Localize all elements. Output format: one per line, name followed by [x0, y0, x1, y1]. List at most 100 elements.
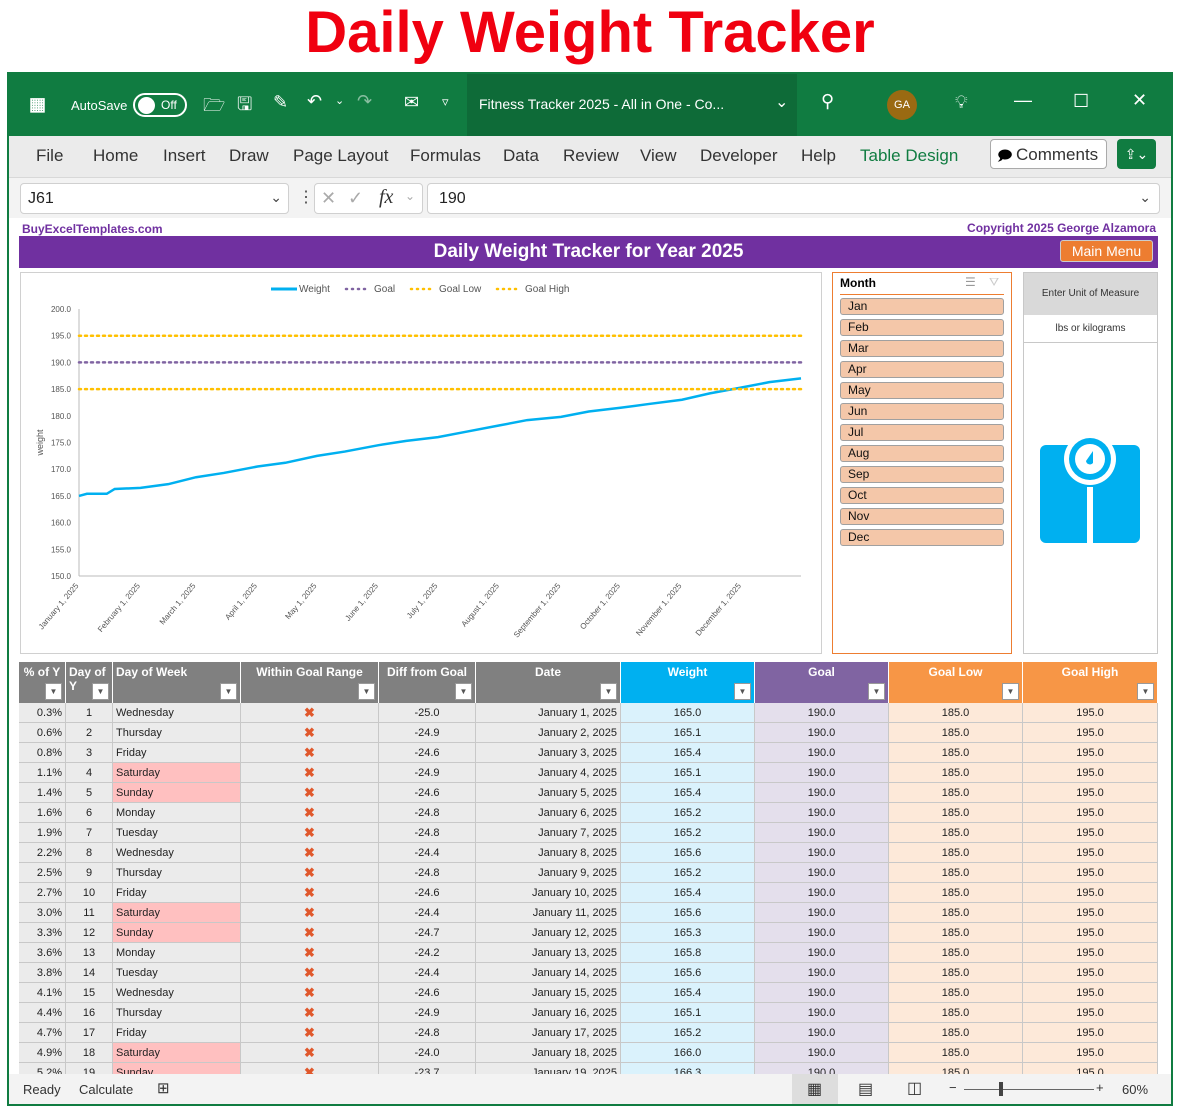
table-cell[interactable]: 2.7% [19, 883, 66, 903]
table-cell[interactable]: 7 [66, 823, 113, 843]
table-cell[interactable]: 4.4% [19, 1003, 66, 1023]
table-cell[interactable]: -24.0 [379, 1043, 476, 1063]
slicer-item-sep[interactable]: Sep [840, 466, 1004, 483]
table-cell[interactable]: 185.0 [889, 983, 1023, 1003]
table-cell[interactable]: 165.6 [621, 903, 755, 923]
tab-formulas[interactable]: Formulas [410, 146, 481, 165]
table-cell[interactable]: 195.0 [1023, 1063, 1158, 1074]
table-cell[interactable]: 185.0 [889, 763, 1023, 783]
table-cell[interactable]: Wednesday [113, 843, 241, 863]
table-cell[interactable]: 190.0 [755, 863, 889, 883]
table-cell[interactable]: 4 [66, 763, 113, 783]
formula-input[interactable]: 190 ⌄ [427, 183, 1160, 214]
table-cell[interactable]: 2.5% [19, 863, 66, 883]
table-cell[interactable]: Sunday [113, 1063, 241, 1074]
table-cell[interactable]: 190.0 [755, 943, 889, 963]
table-cell[interactable]: 195.0 [1023, 883, 1158, 903]
filter-dropdown-icon[interactable]: ▼ [45, 683, 62, 700]
table-cell[interactable]: 165.6 [621, 963, 755, 983]
table-cell[interactable]: 185.0 [889, 923, 1023, 943]
table-cell[interactable]: 195.0 [1023, 843, 1158, 863]
table-cell[interactable]: 165.0 [621, 703, 755, 723]
table-cell[interactable]: 4.7% [19, 1023, 66, 1043]
table-cell[interactable]: 195.0 [1023, 983, 1158, 1003]
table-cell[interactable]: 195.0 [1023, 1003, 1158, 1023]
zoom-slider-thumb[interactable] [999, 1082, 1003, 1096]
slicer-item-mar[interactable]: Mar [840, 340, 1004, 357]
slicer-item-jan[interactable]: Jan [840, 298, 1004, 315]
table-cell[interactable]: 165.1 [621, 763, 755, 783]
table-cell[interactable]: 185.0 [889, 1043, 1023, 1063]
column-header[interactable]: Goal High ▼ [1023, 662, 1158, 703]
table-cell[interactable]: 1 [66, 703, 113, 723]
table-cell[interactable]: 165.6 [621, 843, 755, 863]
out-of-range-icon[interactable]: ✖ [241, 963, 379, 983]
table-cell[interactable]: 185.0 [889, 1003, 1023, 1023]
table-cell[interactable]: 14 [66, 963, 113, 983]
table-cell[interactable]: 13 [66, 943, 113, 963]
tab-view[interactable]: View [640, 146, 677, 165]
tab-table-design[interactable]: Table Design [860, 146, 959, 165]
table-cell[interactable]: 3 [66, 743, 113, 763]
slicer-item-may[interactable]: May [840, 382, 1004, 399]
table-cell[interactable]: January 6, 2025 [476, 803, 621, 823]
table-cell[interactable]: -25.0 [379, 703, 476, 723]
table-cell[interactable]: Thursday [113, 863, 241, 883]
table-cell[interactable]: 185.0 [889, 863, 1023, 883]
column-header[interactable]: Goal Low ▼ [889, 662, 1023, 703]
table-cell[interactable]: January 19, 2025 [476, 1063, 621, 1074]
out-of-range-icon[interactable]: ✖ [241, 783, 379, 803]
undo-dropdown-icon[interactable]: ⌄ [335, 95, 345, 107]
filter-dropdown-icon[interactable]: ▼ [868, 683, 885, 700]
table-cell[interactable]: Monday [113, 943, 241, 963]
table-cell[interactable]: 190.0 [755, 903, 889, 923]
slicer-item-apr[interactable]: Apr [840, 361, 1004, 378]
table-cell[interactable]: -24.4 [379, 963, 476, 983]
column-header[interactable]: Date ▼ [476, 662, 621, 703]
table-cell[interactable]: 10 [66, 883, 113, 903]
table-cell[interactable]: 185.0 [889, 1023, 1023, 1043]
slicer-item-jun[interactable]: Jun [840, 403, 1004, 420]
table-cell[interactable]: 0.3% [19, 703, 66, 723]
table-cell[interactable]: January 18, 2025 [476, 1043, 621, 1063]
out-of-range-icon[interactable]: ✖ [241, 803, 379, 823]
table-cell[interactable]: 185.0 [889, 703, 1023, 723]
table-cell[interactable]: 3.3% [19, 923, 66, 943]
table-cell[interactable]: January 12, 2025 [476, 923, 621, 943]
table-cell[interactable]: 3.0% [19, 903, 66, 923]
table-cell[interactable]: Sunday [113, 783, 241, 803]
site-link[interactable]: BuyExcelTemplates.com [22, 222, 163, 236]
table-cell[interactable]: 190.0 [755, 743, 889, 763]
calculate-button[interactable]: Calculate [79, 1082, 134, 1097]
out-of-range-icon[interactable]: ✖ [241, 823, 379, 843]
table-cell[interactable]: 185.0 [889, 803, 1023, 823]
table-cell[interactable]: 4.9% [19, 1043, 66, 1063]
chevron-down-icon[interactable]: ⌄ [270, 189, 282, 205]
table-cell[interactable]: Thursday [113, 723, 241, 743]
tab-file[interactable]: File [36, 146, 64, 165]
table-cell[interactable]: 195.0 [1023, 1043, 1158, 1063]
table-cell[interactable]: Wednesday [113, 983, 241, 1003]
open-folder-icon[interactable]: 🗁 [203, 95, 226, 115]
multi-select-icon[interactable]: ☰ [965, 275, 976, 289]
table-cell[interactable]: 190.0 [755, 843, 889, 863]
table-cell[interactable]: 0.6% [19, 723, 66, 743]
table-cell[interactable]: 195.0 [1023, 703, 1158, 723]
slicer-item-aug[interactable]: Aug [840, 445, 1004, 462]
page-layout-view-icon[interactable]: ▤ [858, 1081, 874, 1098]
search-icon[interactable]: ⚲ [821, 91, 835, 111]
accessibility-icon[interactable]: ⊞ [157, 1080, 170, 1097]
enter-icon[interactable]: ✓ [348, 188, 364, 208]
table-cell[interactable]: -24.6 [379, 743, 476, 763]
column-header[interactable]: Diff from Goal ▼ [379, 662, 476, 703]
attach-icon[interactable]: ✉ [404, 92, 420, 112]
table-cell[interactable]: 165.3 [621, 923, 755, 943]
table-cell[interactable]: 190.0 [755, 703, 889, 723]
table-cell[interactable]: 190.0 [755, 1043, 889, 1063]
filter-dropdown-icon[interactable]: ▼ [220, 683, 237, 700]
undo-icon[interactable]: ↶ [307, 91, 323, 111]
filter-dropdown-icon[interactable]: ▼ [600, 683, 617, 700]
table-cell[interactable]: 12 [66, 923, 113, 943]
table-cell[interactable]: January 8, 2025 [476, 843, 621, 863]
table-cell[interactable]: 165.2 [621, 823, 755, 843]
